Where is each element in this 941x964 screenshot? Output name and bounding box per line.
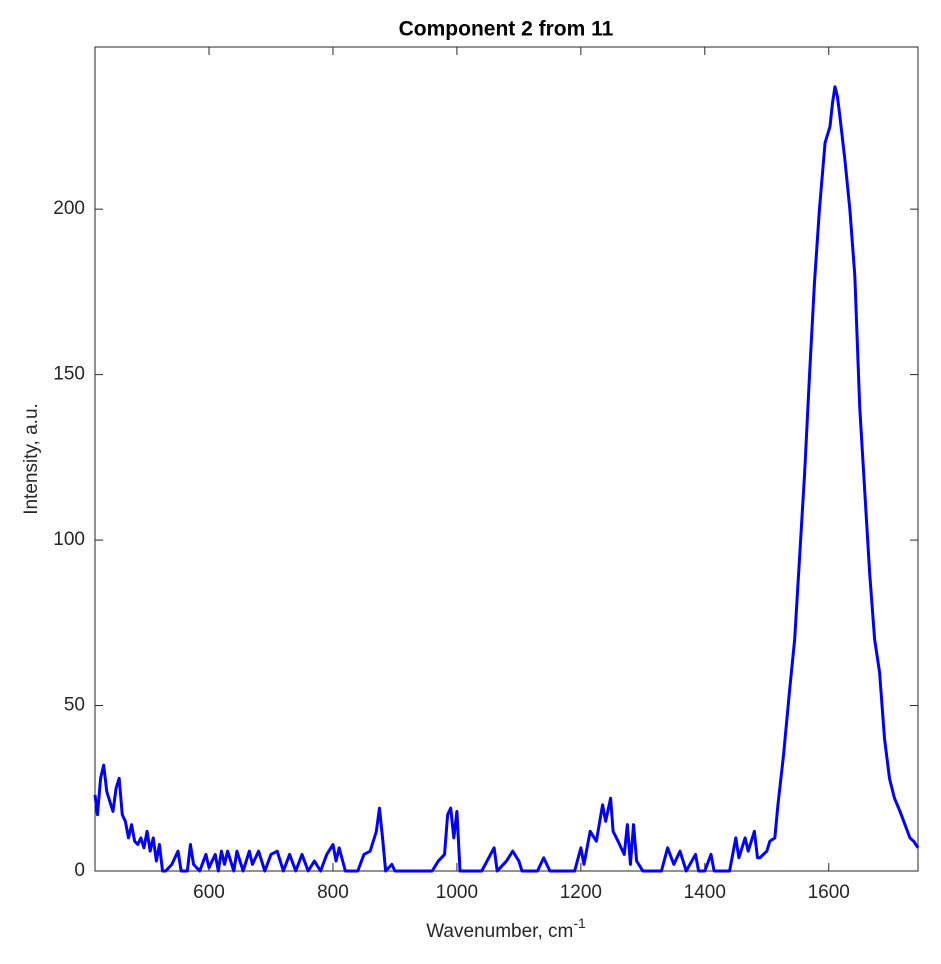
x-tick-label: 800 (317, 882, 349, 903)
y-axis-label: Intensity, a.u. (21, 403, 42, 515)
y-tick-label: 150 (53, 364, 85, 385)
x-axis-label: Wavenumber, cm-1 (426, 915, 586, 942)
spectrum-line (93, 85, 920, 873)
y-tick-label: 0 (74, 860, 85, 881)
x-tick-label: 1600 (808, 882, 850, 903)
chart-title: Component 2 from 11 (399, 18, 614, 41)
x-tick-label: 600 (193, 882, 225, 903)
x-tick-label: 1400 (684, 882, 726, 903)
y-tick-label: 100 (53, 529, 85, 550)
y-tick-label: 50 (64, 695, 85, 716)
x-tick-label: 1000 (436, 882, 478, 903)
plot-area (94, 46, 919, 872)
y-tick-label: 200 (53, 198, 85, 219)
x-tick-label: 1200 (560, 882, 602, 903)
x-axis-label-superscript: -1 (573, 915, 586, 931)
x-axis-label-text: Wavenumber, cm (426, 921, 573, 942)
